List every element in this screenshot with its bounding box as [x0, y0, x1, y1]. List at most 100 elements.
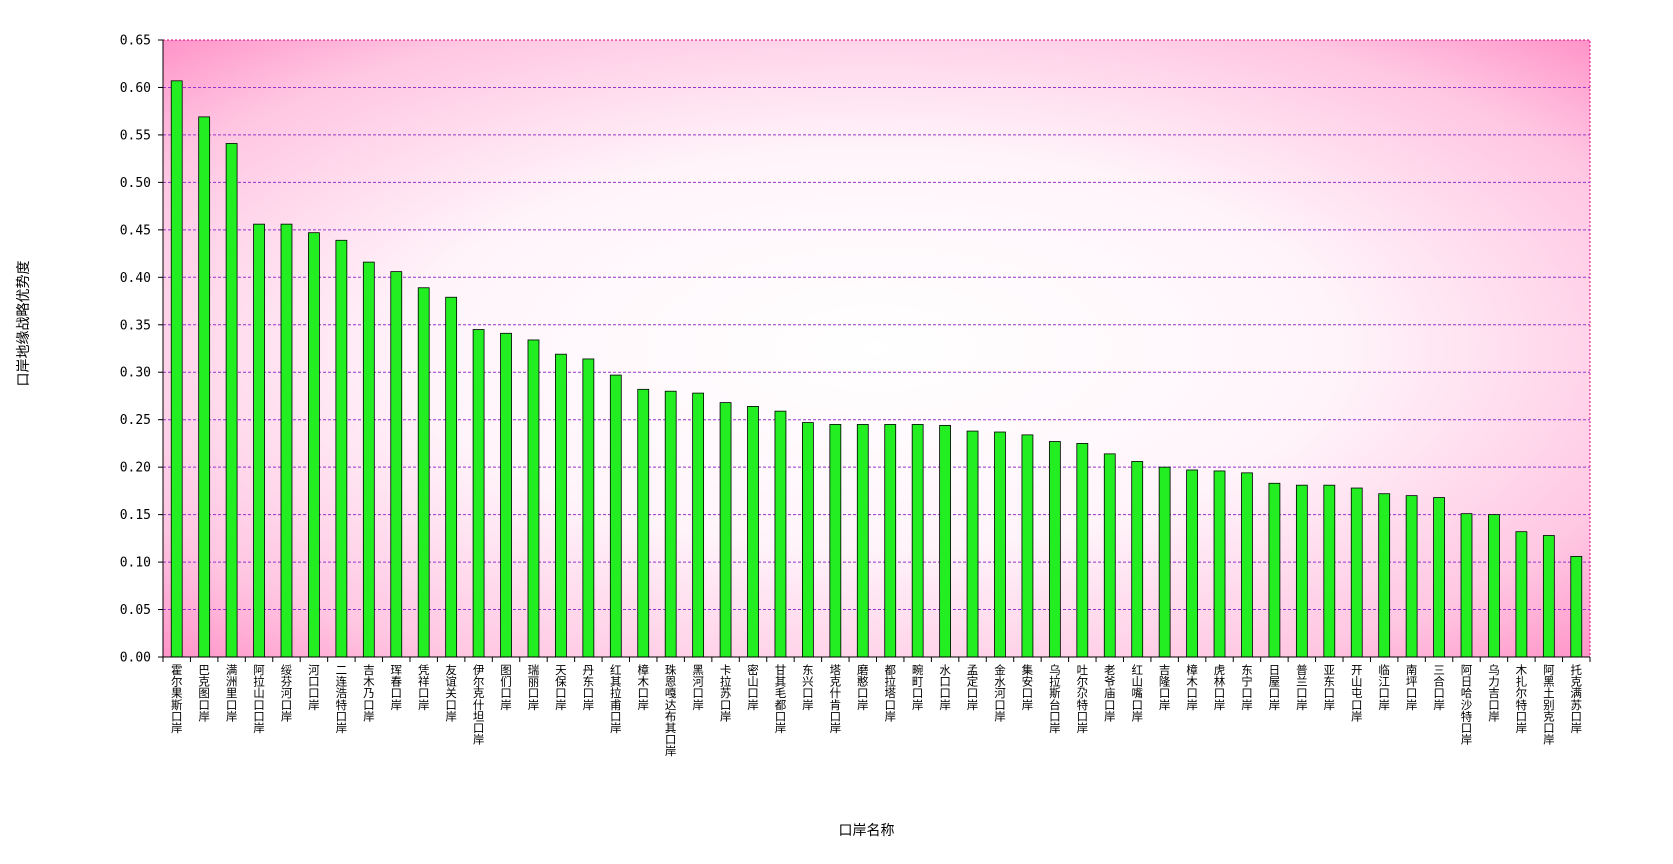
x-category-label: 吉隆口岸: [1159, 663, 1171, 712]
x-category-label: 金水河口岸: [994, 663, 1006, 723]
bar: [664, 390, 677, 658]
y-tick-label: 0.40: [120, 271, 151, 286]
x-category-label: 老爷庙口岸: [1104, 663, 1116, 723]
x-category-label: 密山口岸: [747, 663, 759, 712]
bar: [884, 424, 897, 658]
y-tick-label: 0.55: [120, 128, 151, 143]
bar: [1241, 472, 1253, 658]
bar: [994, 431, 1006, 658]
bar: [1076, 443, 1089, 658]
bar: [609, 374, 622, 658]
x-category-label: 阿日哈沙特口岸: [1461, 663, 1473, 747]
y-tick-label: 0.25: [120, 413, 151, 428]
x-category-label: 都拉塔口岸: [884, 663, 896, 723]
x-category-label: 满洲里口岸: [226, 663, 238, 723]
bar: [1433, 497, 1445, 658]
bar: [527, 339, 540, 658]
bar: [1542, 535, 1555, 658]
y-tick-label: 0.10: [120, 556, 151, 571]
y-axis-title: 口岸地缘战略优势度: [16, 261, 32, 387]
bar: [198, 116, 211, 658]
x-category-label: 托克满苏口岸: [1571, 663, 1583, 735]
bar: [253, 223, 265, 658]
bar: [1131, 461, 1144, 658]
bar: [1213, 470, 1226, 658]
bar: [1488, 514, 1500, 658]
y-tick-label: 0.60: [120, 81, 151, 96]
x-category-label: 凭祥口岸: [418, 663, 430, 712]
bar: [939, 424, 951, 658]
x-category-label: 木扎尔特口岸: [1516, 663, 1528, 735]
bar: [582, 358, 595, 658]
y-tick-label: 0.20: [120, 461, 151, 476]
bar: [637, 388, 650, 658]
x-category-label: 红其拉甫口岸: [610, 663, 622, 735]
bar: [1515, 531, 1528, 658]
bar: [774, 410, 787, 658]
bar: [747, 406, 759, 658]
x-category-label: 东兴口岸: [802, 663, 814, 712]
bar: [1186, 469, 1198, 658]
x-category-label: 阿拉山口口岸: [253, 663, 265, 735]
plot-area: [162, 39, 1591, 658]
x-category-label: 友谊关口岸: [445, 663, 457, 723]
x-category-label: 瑞丽口岸: [528, 663, 540, 712]
y-tick-label: 0.15: [120, 508, 151, 523]
bar: [362, 261, 375, 658]
bar: [966, 430, 979, 658]
x-axis-title: 口岸名称: [839, 823, 895, 839]
x-category-label: 甘其毛都口岸: [775, 663, 787, 735]
x-category-label: 畹町口岸: [912, 663, 924, 712]
x-category-label: 绥芬河口岸: [281, 663, 293, 723]
y-tick-label: 0.50: [120, 176, 151, 191]
x-category-label: 天保口岸: [555, 663, 567, 712]
x-category-label: 巴克图口岸: [198, 663, 210, 723]
x-category-label: 伊尔克什坦口岸: [473, 663, 485, 747]
x-category-label: 丹东口岸: [583, 663, 595, 712]
x-category-label: 乌拉斯台口岸: [1049, 663, 1061, 735]
x-category-label: 霍尔果斯口岸: [171, 663, 183, 735]
bar: [335, 239, 348, 658]
x-category-label: 河口口岸: [308, 663, 320, 712]
bar: [692, 392, 705, 658]
bar: [390, 271, 403, 658]
y-tick-label: 0.30: [120, 366, 151, 381]
bar: [225, 143, 238, 658]
bar: [472, 329, 485, 658]
bar: [500, 332, 512, 658]
bar: [417, 287, 430, 658]
x-category-label: 孟定口岸: [967, 663, 979, 712]
x-category-label: 黑河口岸: [692, 663, 704, 712]
x-category-label: 东宁口岸: [1241, 663, 1253, 712]
x-category-label: 乌力吉口岸: [1488, 663, 1500, 723]
x-category-label: 集安口岸: [1022, 663, 1034, 712]
y-tick-label: 0.00: [120, 651, 151, 666]
bar: [719, 402, 732, 658]
bar: [1021, 434, 1034, 658]
bar: [856, 424, 869, 658]
x-category-label: 虎林口岸: [1214, 663, 1226, 712]
x-category-label: 吐尔尕特口岸: [1077, 663, 1089, 735]
bar: [1378, 493, 1391, 658]
bar: [911, 424, 924, 658]
x-category-label: 水口口岸: [939, 663, 951, 712]
x-category-label: 塔克什肯口岸: [830, 663, 842, 735]
x-category-label: 卡拉苏口岸: [720, 663, 732, 723]
x-category-label: 普兰口岸: [1296, 663, 1308, 712]
bar: [170, 80, 183, 658]
x-category-label: 樟木口岸: [1186, 663, 1198, 712]
bar: [445, 296, 458, 658]
bar: [1405, 495, 1418, 658]
bar: [1323, 484, 1336, 658]
x-category-label: 二连浩特口岸: [336, 663, 348, 735]
bar: [1460, 513, 1473, 658]
y-tick-label: 0.65: [120, 34, 151, 49]
x-category-label: 珠恩嘎达布其口岸: [665, 663, 677, 758]
y-tick-label: 0.05: [120, 603, 151, 618]
y-tick-label: 0.45: [120, 223, 151, 238]
x-category-label: 临江口岸: [1378, 663, 1390, 712]
bar: [1158, 466, 1171, 658]
x-category-label: 日屋口岸: [1269, 663, 1281, 712]
bar: [1350, 487, 1363, 658]
